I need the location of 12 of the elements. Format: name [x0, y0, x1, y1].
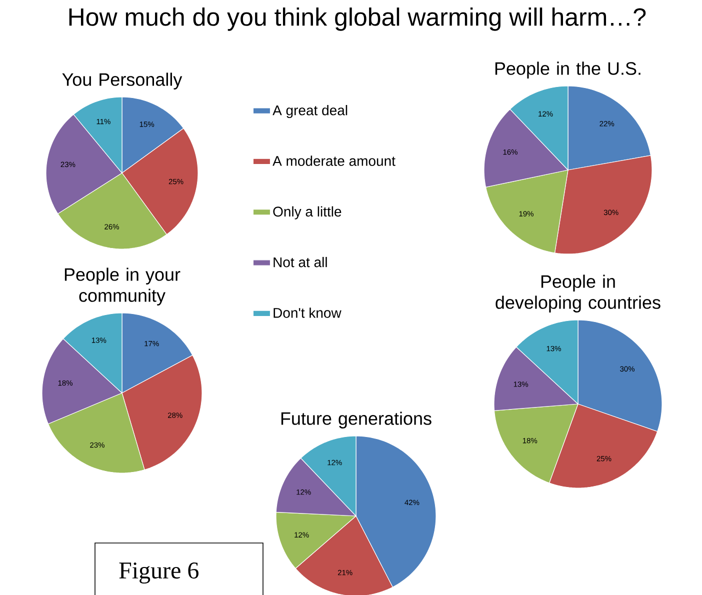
- chart-title: Future generations: [281, 412, 432, 428]
- chart-title: You Personally: [62, 72, 182, 90]
- chart-title: People in developing countries: [496, 274, 660, 312]
- legend-label: Only a little: [273, 206, 342, 220]
- text: How much do you think global warming will harm…?: [69, 8, 646, 31]
- chart-title: People in the U.S.: [495, 62, 640, 78]
- legend-label: Don't know: [274, 308, 342, 318]
- legend-label: A moderate amount: [272, 156, 396, 166]
- legend-label: A great deal: [272, 105, 348, 118]
- chart-title: People in your community: [64, 268, 180, 306]
- legend-label: Not at all: [274, 256, 327, 268]
- caption: Figure 6: [119, 562, 198, 584]
